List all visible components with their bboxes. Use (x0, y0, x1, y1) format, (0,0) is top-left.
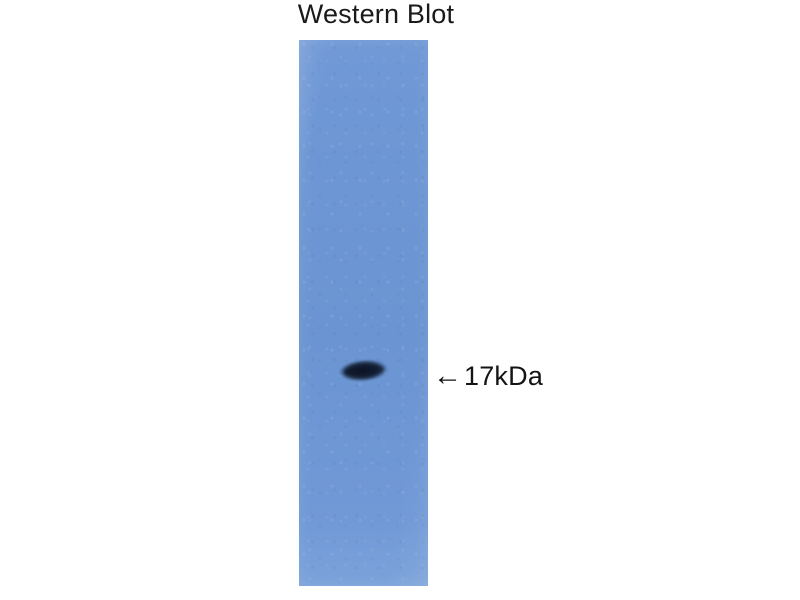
molecular-weight-ladder: kDa 75 50 37 25 20 15 10 (0, 0, 296, 600)
sample-lane (299, 40, 428, 586)
band-annotation: ← 17kDa (433, 362, 543, 391)
page-title: Western Blot (297, 0, 455, 29)
left-arrow-icon: ← (433, 360, 462, 392)
lane-texture-overlay (299, 40, 428, 586)
band-annotation-label: 17kDa (464, 361, 544, 391)
